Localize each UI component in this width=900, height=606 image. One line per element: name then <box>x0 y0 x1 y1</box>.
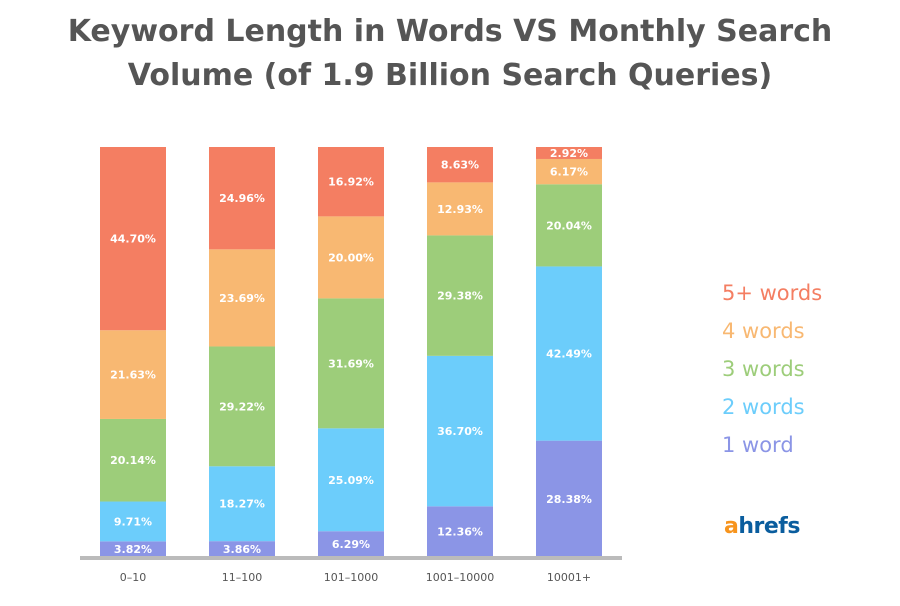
chart-title: Keyword Length in Words VS Monthly Searc… <box>0 10 900 98</box>
data-label: 2.92% <box>550 147 588 160</box>
logo-a: a <box>724 514 739 539</box>
data-label: 25.09% <box>328 474 374 487</box>
bar-segment <box>100 501 166 542</box>
data-label: 6.17% <box>550 166 588 179</box>
bar-segment <box>209 147 275 250</box>
data-label: 12.36% <box>437 526 483 539</box>
bar-segment <box>100 147 166 331</box>
bar-segment <box>536 184 602 267</box>
bar-segment <box>536 158 602 185</box>
legend-item: 5+ words <box>722 281 823 305</box>
bar-segment <box>427 147 493 183</box>
bar-segment <box>427 182 493 236</box>
bar-segment <box>209 541 275 557</box>
data-label: 29.22% <box>219 400 265 413</box>
x-tick-label: 10001+ <box>547 571 591 584</box>
data-label: 31.69% <box>328 357 374 370</box>
bar-segment <box>427 506 493 557</box>
bar-segment <box>209 346 275 467</box>
data-label: 3.86% <box>223 543 261 556</box>
data-label: 29.38% <box>437 290 483 303</box>
x-tick-label: 0–10 <box>120 571 147 584</box>
data-label: 23.69% <box>219 292 265 305</box>
x-tick-label: 11–100 <box>222 571 263 584</box>
data-label: 24.96% <box>219 192 265 205</box>
data-label: 16.92% <box>328 176 374 189</box>
data-label: 21.63% <box>110 369 156 382</box>
data-label: 20.04% <box>546 219 592 232</box>
bar-segment <box>427 355 493 507</box>
data-label: 18.27% <box>219 498 265 511</box>
bar-segment <box>100 330 166 419</box>
bar-segment <box>100 541 166 557</box>
bar-segment <box>427 235 493 356</box>
bar-segment <box>209 466 275 542</box>
bar-segment <box>318 216 384 299</box>
data-label: 3.82% <box>114 543 152 556</box>
chart-title-line-1: Keyword Length in Words VS Monthly Searc… <box>67 14 833 49</box>
bar-segment <box>536 147 602 159</box>
data-label: 42.49% <box>546 348 592 361</box>
data-label: 12.93% <box>437 203 483 216</box>
bar-segment <box>318 147 384 217</box>
data-label: 9.71% <box>114 515 152 528</box>
legend-item: 4 words <box>722 319 805 343</box>
bar-segment <box>318 298 384 429</box>
bar-segment <box>318 531 384 557</box>
ahrefs-logo: ahrefs <box>724 514 800 539</box>
data-label: 20.14% <box>110 454 156 467</box>
data-label: 28.38% <box>546 493 592 506</box>
x-tick-label: 1001–10000 <box>426 571 495 584</box>
data-label: 44.70% <box>110 233 156 246</box>
bar-segment <box>536 266 602 441</box>
x-tick-label: 101–1000 <box>324 571 379 584</box>
legend-item: 3 words <box>722 357 805 381</box>
data-label: 36.70% <box>437 425 483 438</box>
legend-item: 2 words <box>722 395 805 419</box>
bar-segment <box>209 249 275 347</box>
bar-segment <box>100 418 166 502</box>
bar-segment <box>536 440 602 557</box>
bar-segment <box>318 428 384 532</box>
legend-item: 1 word <box>722 433 794 457</box>
logo-rest: hrefs <box>738 514 800 539</box>
data-label: 20.00% <box>328 251 374 264</box>
data-label: 8.63% <box>441 159 479 172</box>
data-label: 6.29% <box>332 538 370 551</box>
legend: 5+ words 4 words 3 words 2 words 1 word <box>722 274 822 464</box>
chart-title-line-2: Volume (of 1.9 Billion Search Queries) <box>127 58 773 93</box>
